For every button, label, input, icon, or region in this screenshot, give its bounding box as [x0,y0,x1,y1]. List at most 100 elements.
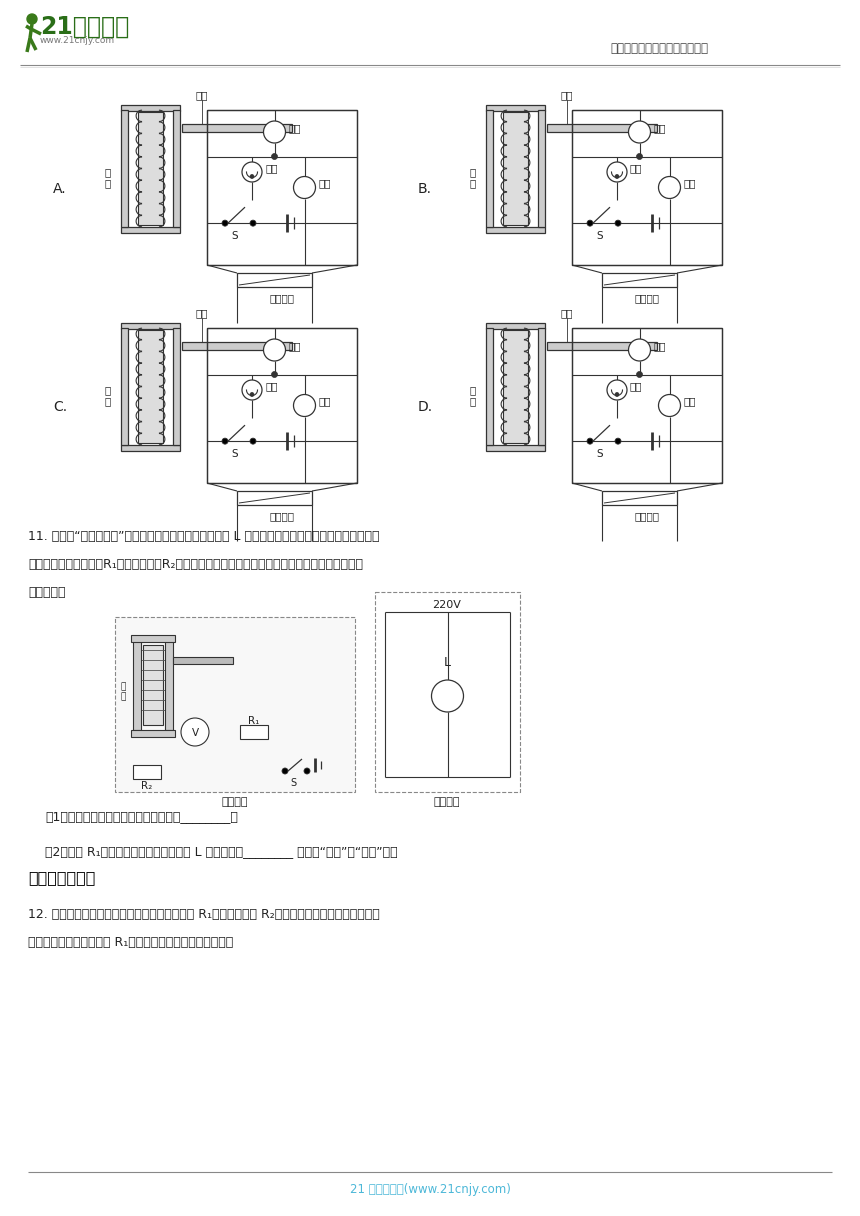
Bar [547,124,657,133]
Text: 12. 某同学利用实验室的电磁继电器、热敏电阻 R₁、可变电阻器 R₂等器件设计了一个恒温箱控制电: 12. 某同学利用实验室的电磁继电器、热敏电阻 R₁、可变电阻器 R₂等器件设计… [28,908,380,921]
Bar [503,112,528,225]
Circle shape [636,372,642,377]
Text: 绿灯: 绿灯 [654,340,666,351]
Text: 热敏电阻: 热敏电阻 [635,293,660,303]
Bar [133,640,141,730]
Circle shape [432,680,464,713]
Text: 电铃: 电铃 [630,381,642,392]
Bar [182,124,292,133]
Bar [138,112,163,225]
Text: 路，如图甲所示。图乙是 R₁的阻值随温度变化的关系曲线。: 路，如图甲所示。图乙是 R₁的阻值随温度变化的关系曲线。 [28,936,233,948]
Circle shape [607,162,627,182]
Circle shape [282,769,288,775]
Text: S: S [231,231,238,241]
Circle shape [629,339,650,361]
Circle shape [293,176,316,198]
Text: 21 世纪教育网(www.21cnjy.com): 21 世纪教育网(www.21cnjy.com) [349,1183,511,1197]
Text: 弹: 弹 [470,167,476,178]
Bar [240,725,268,739]
Text: 中小学教育资源及组卷应用平台: 中小学教育资源及组卷应用平台 [610,43,708,55]
Circle shape [304,769,310,775]
Bar [115,617,355,792]
Circle shape [629,122,650,143]
Bar [237,274,312,287]
Text: （2）若将 R₁换成阻值稍大的电阻，则灯 L 的发光时间________ （选填“变短”或“变长”）。: （2）若将 R₁换成阻值稍大的电阻，则灯 L 的发光时间________ （选填… [45,845,397,858]
Text: 簧: 簧 [470,178,476,188]
Bar [503,330,528,443]
Bar [486,109,493,227]
Text: 绿灯: 绿灯 [288,340,301,351]
Circle shape [250,220,256,226]
Bar [547,342,657,350]
Text: 簧: 簧 [470,396,476,406]
Text: 红灯: 红灯 [684,396,696,406]
Circle shape [293,394,316,417]
Bar [120,105,181,111]
Bar [375,592,520,792]
Circle shape [250,438,256,444]
Text: 弹: 弹 [105,167,111,178]
Circle shape [607,379,627,400]
Circle shape [27,15,37,24]
Text: 电铃: 电铃 [630,163,642,173]
Circle shape [222,438,228,444]
Bar [538,328,545,445]
Text: 衔铁: 衔铁 [561,308,574,319]
Bar [486,328,493,445]
Text: www.21cnjy.com: www.21cnjy.com [40,36,115,45]
Bar [602,491,677,505]
Circle shape [659,394,680,417]
Circle shape [615,175,619,179]
Text: 弹: 弹 [470,385,476,395]
Bar [120,328,128,445]
Circle shape [615,393,619,396]
Circle shape [181,717,209,745]
Text: 热敏电阻: 热敏电阻 [269,511,294,520]
Bar [486,227,545,233]
Text: 11. 有一款“智能照明灯”的工作原理如图所示，天暗时灯 L 自动发光，天亮时自动熄灭。已知控制电: 11. 有一款“智能照明灯”的工作原理如图所示，天暗时灯 L 自动发光，天亮时自… [28,530,379,544]
Text: 热敏电阻: 热敏电阻 [635,511,660,520]
Circle shape [272,153,278,159]
Circle shape [659,176,680,198]
Circle shape [222,220,228,226]
Bar [120,445,181,451]
Text: L: L [444,655,451,669]
Circle shape [250,175,254,179]
Text: 21世纪教育: 21世纪教育 [40,15,129,39]
Bar [486,445,545,451]
Bar [143,644,163,725]
Text: A.: A. [53,182,67,196]
Bar [237,491,312,505]
Text: 下列问题。: 下列问题。 [28,586,65,599]
Bar [572,328,722,483]
Bar [120,109,128,227]
Text: 红灯: 红灯 [318,396,331,406]
Bar [602,274,677,287]
Text: 衔铁: 衔铁 [196,90,208,100]
Text: 绿灯: 绿灯 [288,123,301,133]
Circle shape [250,393,254,396]
Bar [138,330,163,443]
Bar [538,109,545,227]
Text: 簧: 簧 [105,396,111,406]
Text: 衔铁: 衔铁 [561,90,574,100]
Text: S: S [231,449,238,460]
Text: 弹: 弹 [105,385,111,395]
Circle shape [636,153,642,159]
Bar [173,328,181,445]
Circle shape [242,162,262,182]
Bar [182,342,292,350]
Bar [173,657,233,664]
Bar [133,765,161,779]
Text: 红灯: 红灯 [318,179,331,188]
Bar [131,730,175,737]
Text: 三、电磁铁计算: 三、电磁铁计算 [28,869,95,885]
Bar [131,635,175,642]
Bar [120,322,181,328]
Text: C.: C. [53,400,67,413]
Text: 弹: 弹 [120,682,126,691]
Text: 控制电路: 控制电路 [222,796,249,807]
Text: 衔铁: 衔铁 [196,308,208,319]
Text: （1）当光照强度增大时，电压表示数将________。: （1）当光照强度增大时，电压表示数将________。 [45,810,238,823]
Text: S: S [290,778,296,788]
